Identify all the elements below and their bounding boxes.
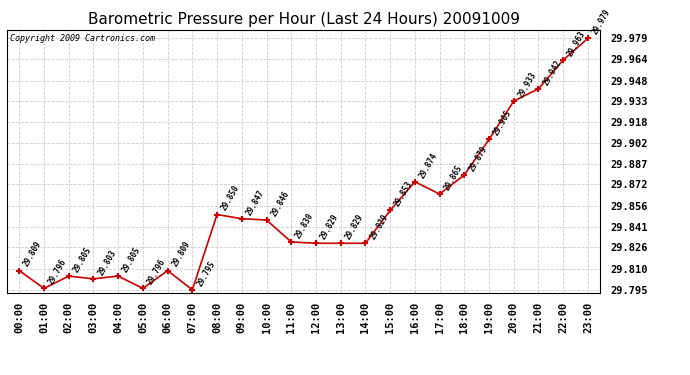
Title: Barometric Pressure per Hour (Last 24 Hours) 20091009: Barometric Pressure per Hour (Last 24 Ho… [88, 12, 520, 27]
Text: 29.803: 29.803 [96, 248, 118, 277]
Text: 29.809: 29.809 [170, 240, 192, 268]
Text: 29.829: 29.829 [344, 213, 365, 241]
Text: 29.979: 29.979 [591, 8, 613, 36]
Text: 29.829: 29.829 [319, 213, 340, 241]
Text: 29.796: 29.796 [47, 258, 68, 286]
Text: 29.846: 29.846 [269, 189, 291, 218]
Text: 29.905: 29.905 [492, 109, 513, 137]
Text: 29.963: 29.963 [566, 29, 588, 58]
Text: 29.805: 29.805 [72, 245, 93, 274]
Text: 29.830: 29.830 [294, 211, 316, 240]
Text: 29.874: 29.874 [417, 151, 440, 180]
Text: 29.809: 29.809 [22, 240, 43, 268]
Text: 29.795: 29.795 [195, 259, 217, 288]
Text: 29.829: 29.829 [368, 213, 390, 241]
Text: 29.850: 29.850 [220, 184, 242, 212]
Text: 29.933: 29.933 [517, 70, 538, 99]
Text: 29.847: 29.847 [244, 188, 266, 216]
Text: Copyright 2009 Cartronics.com: Copyright 2009 Cartronics.com [10, 34, 155, 43]
Text: 29.879: 29.879 [467, 144, 489, 173]
Text: 29.942: 29.942 [541, 58, 563, 87]
Text: 29.853: 29.853 [393, 180, 415, 208]
Text: 29.796: 29.796 [146, 258, 168, 286]
Text: 29.805: 29.805 [121, 245, 143, 274]
Text: 29.865: 29.865 [442, 164, 464, 192]
